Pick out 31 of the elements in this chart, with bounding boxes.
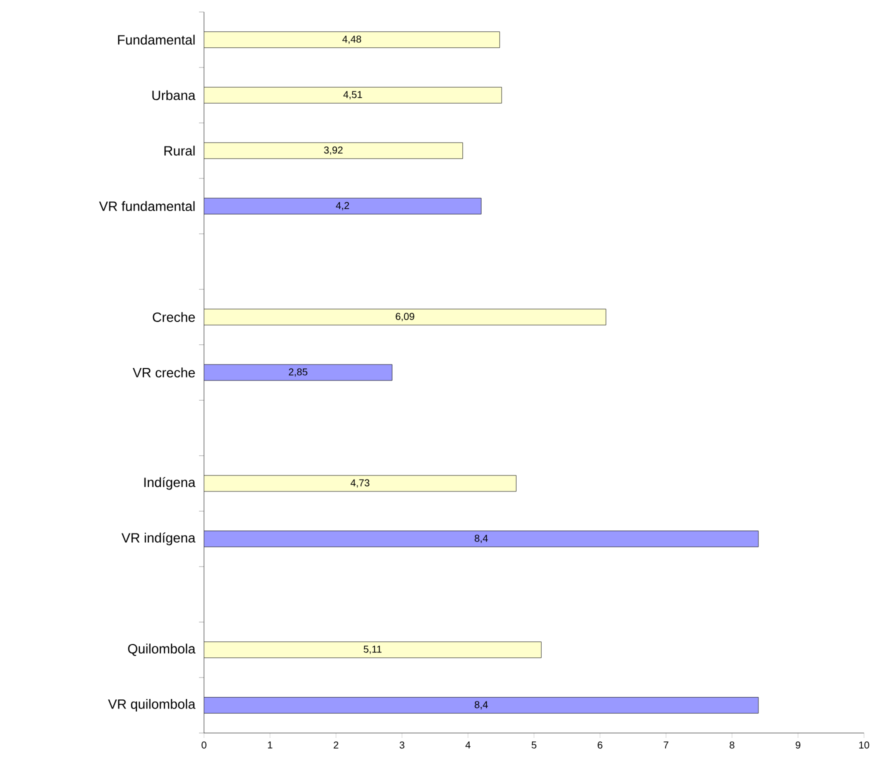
y-tick-label: Rural bbox=[164, 146, 195, 156]
x-tick-label: 5 bbox=[532, 742, 536, 748]
y-tick-label: VR quilombola bbox=[108, 698, 196, 712]
x-tick-label: 6 bbox=[598, 742, 602, 749]
x-tick-label: 3 bbox=[400, 742, 404, 749]
data-label: 8,4 bbox=[474, 534, 488, 544]
data-label: 6,09 bbox=[396, 312, 414, 322]
x-tick-label: 8 bbox=[730, 742, 734, 749]
y-tick-label: VR fundamental bbox=[99, 201, 195, 212]
x-tick-label: 0 bbox=[202, 742, 206, 749]
y-tick-label: Fundamental bbox=[118, 34, 195, 45]
x-tick-label: 9 bbox=[796, 742, 800, 749]
x-tick-label: 10 bbox=[859, 742, 870, 749]
data-label: 4,73 bbox=[350, 479, 370, 488]
x-tick-label: 2 bbox=[334, 742, 338, 748]
y-tick-label: Indígena bbox=[144, 477, 196, 490]
y-tick-label: VR creche bbox=[132, 368, 195, 378]
data-label: 4,48 bbox=[342, 36, 362, 44]
y-tick-label: Creche bbox=[152, 312, 195, 322]
x-tick-label: 7 bbox=[664, 742, 668, 748]
data-label: 2,85 bbox=[288, 368, 308, 377]
y-tick-label: Urbana bbox=[152, 90, 196, 100]
y-tick-label: Quilombola bbox=[128, 644, 196, 656]
x-tick-label: 4 bbox=[465, 742, 470, 748]
y-tick-label: VR indígena bbox=[122, 532, 196, 546]
data-label: 8,4 bbox=[474, 701, 488, 710]
x-tick-label: 1 bbox=[268, 742, 272, 748]
data-label: 3,92 bbox=[324, 146, 343, 155]
data-label: 5,11 bbox=[364, 646, 382, 654]
data-label: 4,51 bbox=[343, 91, 362, 100]
data-label: 4,2 bbox=[336, 202, 350, 210]
